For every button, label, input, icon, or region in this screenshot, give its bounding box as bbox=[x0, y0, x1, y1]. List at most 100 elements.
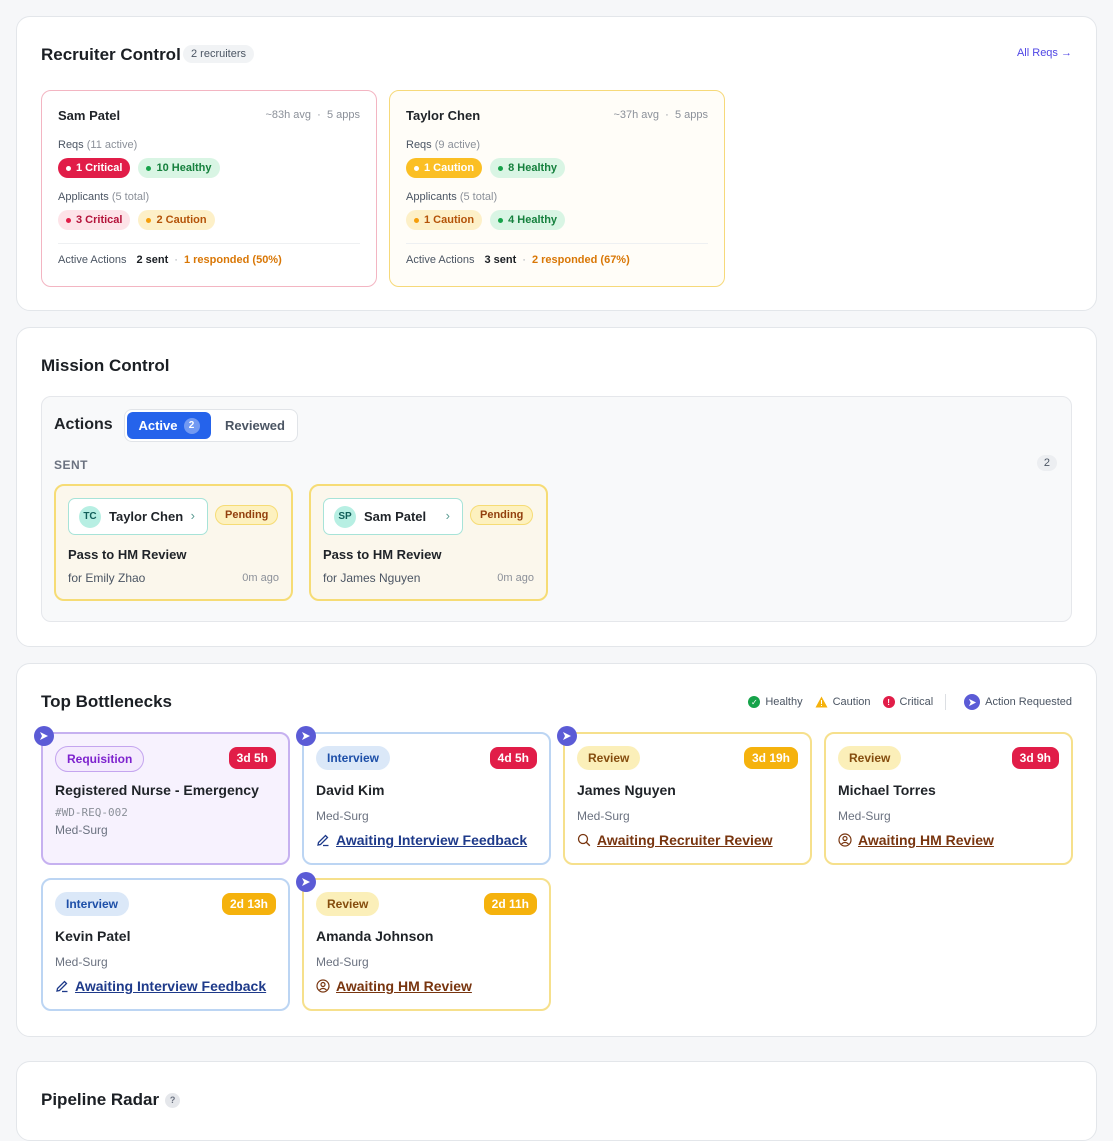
caution-chip[interactable]: 1 Caution bbox=[406, 210, 483, 230]
tab-active[interactable]: Active 2 bbox=[127, 412, 211, 439]
all-reqs-link[interactable]: All Reqs → bbox=[1016, 47, 1072, 59]
department: Med-Surg bbox=[577, 809, 630, 823]
bottleneck-card[interactable]: Review 3d 9h Michael Torres Med-Surg Awa… bbox=[824, 732, 1073, 865]
action-card[interactable]: SP Sam Patel › Pending Pass to HM Review… bbox=[309, 484, 548, 601]
recipient-chip[interactable]: TC Taylor Chen › bbox=[68, 498, 208, 535]
help-icon[interactable]: ? bbox=[165, 1092, 181, 1108]
bottleneck-card[interactable]: Review 2d 11h Amanda Johnson Med-Surg Aw… bbox=[302, 878, 551, 1011]
recruiter-count-badge: 2 recruiters bbox=[183, 45, 255, 63]
avatar: SP bbox=[334, 505, 356, 528]
sent-section-count: 2 bbox=[1036, 455, 1057, 471]
bottleneck-name: James Nguyen bbox=[577, 782, 676, 798]
mission-control-title: Mission Control bbox=[41, 356, 170, 375]
mission-control-panel: Mission Control Actions Active 2 Reviewe… bbox=[16, 327, 1097, 647]
critical-chip[interactable]: 3 Critical bbox=[58, 210, 131, 230]
action-target: for Emily Zhao bbox=[68, 571, 146, 585]
divider bbox=[406, 243, 708, 244]
stage-badge: Interview bbox=[316, 746, 391, 770]
stage-badge: Review bbox=[316, 892, 380, 916]
bottleneck-card[interactable]: Review 3d 19h James Nguyen Med-Surg Awai… bbox=[563, 732, 812, 865]
stage-badge: Requisition bbox=[55, 746, 145, 772]
separator: · bbox=[317, 109, 321, 121]
pipeline-radar-title-text: Pipeline Radar bbox=[41, 1090, 160, 1109]
status-link[interactable]: Awaiting Recruiter Review bbox=[577, 832, 773, 848]
caution-chip[interactable]: 2 Caution bbox=[138, 210, 215, 230]
legend-caution: Caution bbox=[815, 696, 871, 708]
check-circle-icon: ✓ bbox=[748, 696, 761, 708]
edit-icon bbox=[56, 980, 68, 993]
tab-reviewed[interactable]: Reviewed bbox=[225, 418, 285, 433]
stage-badge: Review bbox=[577, 746, 641, 770]
bottleneck-name: Michael Torres bbox=[838, 782, 936, 798]
sent-count: 2 sent bbox=[136, 254, 169, 266]
healthy-chip[interactable]: 4 Healthy bbox=[490, 210, 566, 230]
action-card[interactable]: TC Taylor Chen › Pending Pass to HM Revi… bbox=[54, 484, 293, 601]
action-requested-icon bbox=[557, 726, 577, 746]
status-link[interactable]: Awaiting HM Review bbox=[316, 978, 472, 994]
age-badge: 4d 5h bbox=[489, 747, 537, 769]
recruiter-name: Sam Patel bbox=[58, 108, 121, 123]
pipeline-radar-title: Pipeline Radar? bbox=[41, 1090, 181, 1110]
recipient-name: Taylor Chen bbox=[109, 509, 184, 524]
separator: · bbox=[174, 254, 178, 266]
sent-count: 3 sent bbox=[484, 254, 517, 266]
alert-circle-icon: ! bbox=[882, 696, 895, 708]
healthy-chip[interactable]: 8 Healthy bbox=[490, 158, 566, 178]
department: Med-Surg bbox=[838, 809, 891, 823]
reqs-label: Reqs (11 active) bbox=[58, 139, 138, 151]
bottleneck-card[interactable]: Requisition 3d 5h Registered Nurse - Eme… bbox=[41, 732, 290, 865]
recipient-name: Sam Patel bbox=[364, 509, 427, 524]
bottleneck-card[interactable]: Interview 2d 13h Kevin Patel Med-Surg Aw… bbox=[41, 878, 290, 1011]
status-link[interactable]: Awaiting Interview Feedback bbox=[316, 832, 527, 848]
age-badge: 2d 11h bbox=[483, 893, 537, 915]
action-requested-icon bbox=[34, 726, 54, 746]
req-chips: 1 Caution 8 Healthy bbox=[406, 158, 566, 178]
search-icon bbox=[577, 833, 591, 847]
avatar: TC bbox=[79, 505, 101, 528]
applicant-chips: 1 Caution 4 Healthy bbox=[406, 210, 566, 230]
apps-count: 5 apps bbox=[326, 109, 360, 121]
stage-badge: Review bbox=[838, 746, 902, 770]
legend-action-requested: Action Requested bbox=[964, 694, 1072, 710]
recruiter-card-sam-patel[interactable]: Sam Patel ~83h avg · 5 apps Reqs (11 act… bbox=[41, 90, 377, 287]
action-time: 0m ago bbox=[242, 572, 279, 584]
applicants-label: Applicants (5 total) bbox=[406, 191, 498, 203]
bottleneck-name: Amanda Johnson bbox=[316, 928, 434, 944]
chevron-right-icon: › bbox=[445, 508, 450, 523]
bottleneck-name: Kevin Patel bbox=[55, 928, 131, 944]
healthy-chip[interactable]: 10 Healthy bbox=[138, 158, 220, 178]
status-link[interactable]: Awaiting Interview Feedback bbox=[55, 978, 266, 994]
actions-title: Actions bbox=[54, 416, 113, 433]
action-time: 0m ago bbox=[497, 572, 534, 584]
responded-count: 1 responded (50%) bbox=[183, 254, 282, 266]
applicants-label: Applicants (5 total) bbox=[58, 191, 150, 203]
tab-active-label: Active bbox=[138, 418, 178, 433]
active-actions-label: Active Actions bbox=[406, 254, 475, 266]
active-actions-summary: Active Actions 3 sent · 2 responded (67%… bbox=[406, 254, 630, 266]
active-actions-label: Active Actions bbox=[58, 254, 127, 266]
caution-chip[interactable]: 1 Caution bbox=[406, 158, 483, 178]
age-badge: 2d 13h bbox=[221, 893, 276, 915]
critical-chip[interactable]: 1 Critical bbox=[58, 158, 131, 178]
status-badge: Pending bbox=[215, 505, 279, 525]
recruiter-meta: ~37h avg · 5 apps bbox=[613, 109, 708, 121]
legend: ✓ Healthy Caution ! Critical Action Requ… bbox=[742, 694, 1072, 710]
top-bottlenecks-panel: Top Bottlenecks ✓ Healthy Caution ! Crit… bbox=[16, 663, 1097, 1037]
tab-active-count: 2 bbox=[183, 417, 200, 434]
recruiter-control-panel: Recruiter Control 2 recruiters All Reqs … bbox=[16, 16, 1097, 311]
recruiter-card-taylor-chen[interactable]: Taylor Chen ~37h avg · 5 apps Reqs (9 ac… bbox=[389, 90, 725, 287]
bottleneck-card[interactable]: Interview 4d 5h David Kim Med-Surg Await… bbox=[302, 732, 551, 865]
age-badge: 3d 9h bbox=[1011, 747, 1059, 769]
actions-tabs: Active 2 Reviewed bbox=[124, 409, 298, 442]
avg-time: ~83h avg bbox=[265, 109, 312, 121]
separator: · bbox=[665, 109, 669, 121]
recipient-chip[interactable]: SP Sam Patel › bbox=[323, 498, 463, 535]
action-target: for James Nguyen bbox=[323, 571, 421, 585]
department: Med-Surg bbox=[316, 955, 369, 969]
req-chips: 1 Critical 10 Healthy bbox=[58, 158, 220, 178]
department: Med-Surg bbox=[55, 955, 108, 969]
status-link[interactable]: Awaiting HM Review bbox=[838, 832, 994, 848]
recruiter-name: Taylor Chen bbox=[406, 108, 481, 123]
department: Med-Surg bbox=[55, 823, 108, 837]
action-requested-icon bbox=[296, 872, 316, 892]
